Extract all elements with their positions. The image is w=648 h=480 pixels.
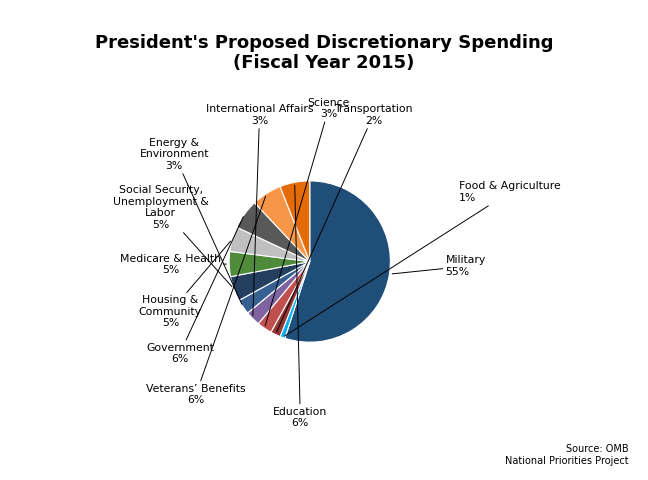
Text: Veterans’ Benefits
6%: Veterans’ Benefits 6% [146, 196, 266, 405]
Text: Housing &
Community
5%: Housing & Community 5% [139, 241, 231, 328]
Wedge shape [239, 262, 310, 313]
Wedge shape [230, 227, 310, 262]
Text: President's Proposed Discretionary Spending
(Fiscal Year 2015): President's Proposed Discretionary Spend… [95, 34, 553, 72]
Text: Social Security,
Unemployment &
Labor
5%: Social Security, Unemployment & Labor 5% [113, 185, 232, 287]
Wedge shape [248, 262, 310, 324]
Text: Medicare & Health
5%: Medicare & Health 5% [120, 253, 226, 275]
Text: Science
3%: Science 3% [265, 97, 350, 325]
Wedge shape [280, 262, 310, 338]
Wedge shape [280, 181, 310, 262]
Text: Transportation
2%: Transportation 2% [277, 104, 413, 332]
Text: Military
55%: Military 55% [392, 255, 485, 277]
Wedge shape [255, 187, 310, 262]
Text: Source: OMB
National Priorities Project: Source: OMB National Priorities Project [505, 444, 629, 466]
Text: Education
6%: Education 6% [273, 185, 327, 428]
Wedge shape [231, 262, 310, 300]
Wedge shape [285, 181, 390, 342]
Wedge shape [229, 252, 310, 276]
Wedge shape [271, 262, 310, 336]
Wedge shape [237, 203, 310, 262]
Text: Food & Agriculture
1%: Food & Agriculture 1% [285, 181, 561, 336]
Text: Government
6%: Government 6% [146, 216, 244, 364]
Wedge shape [259, 262, 310, 332]
Text: International Affairs
3%: International Affairs 3% [206, 104, 313, 316]
Text: Energy &
Environment
3%: Energy & Environment 3% [139, 138, 242, 304]
